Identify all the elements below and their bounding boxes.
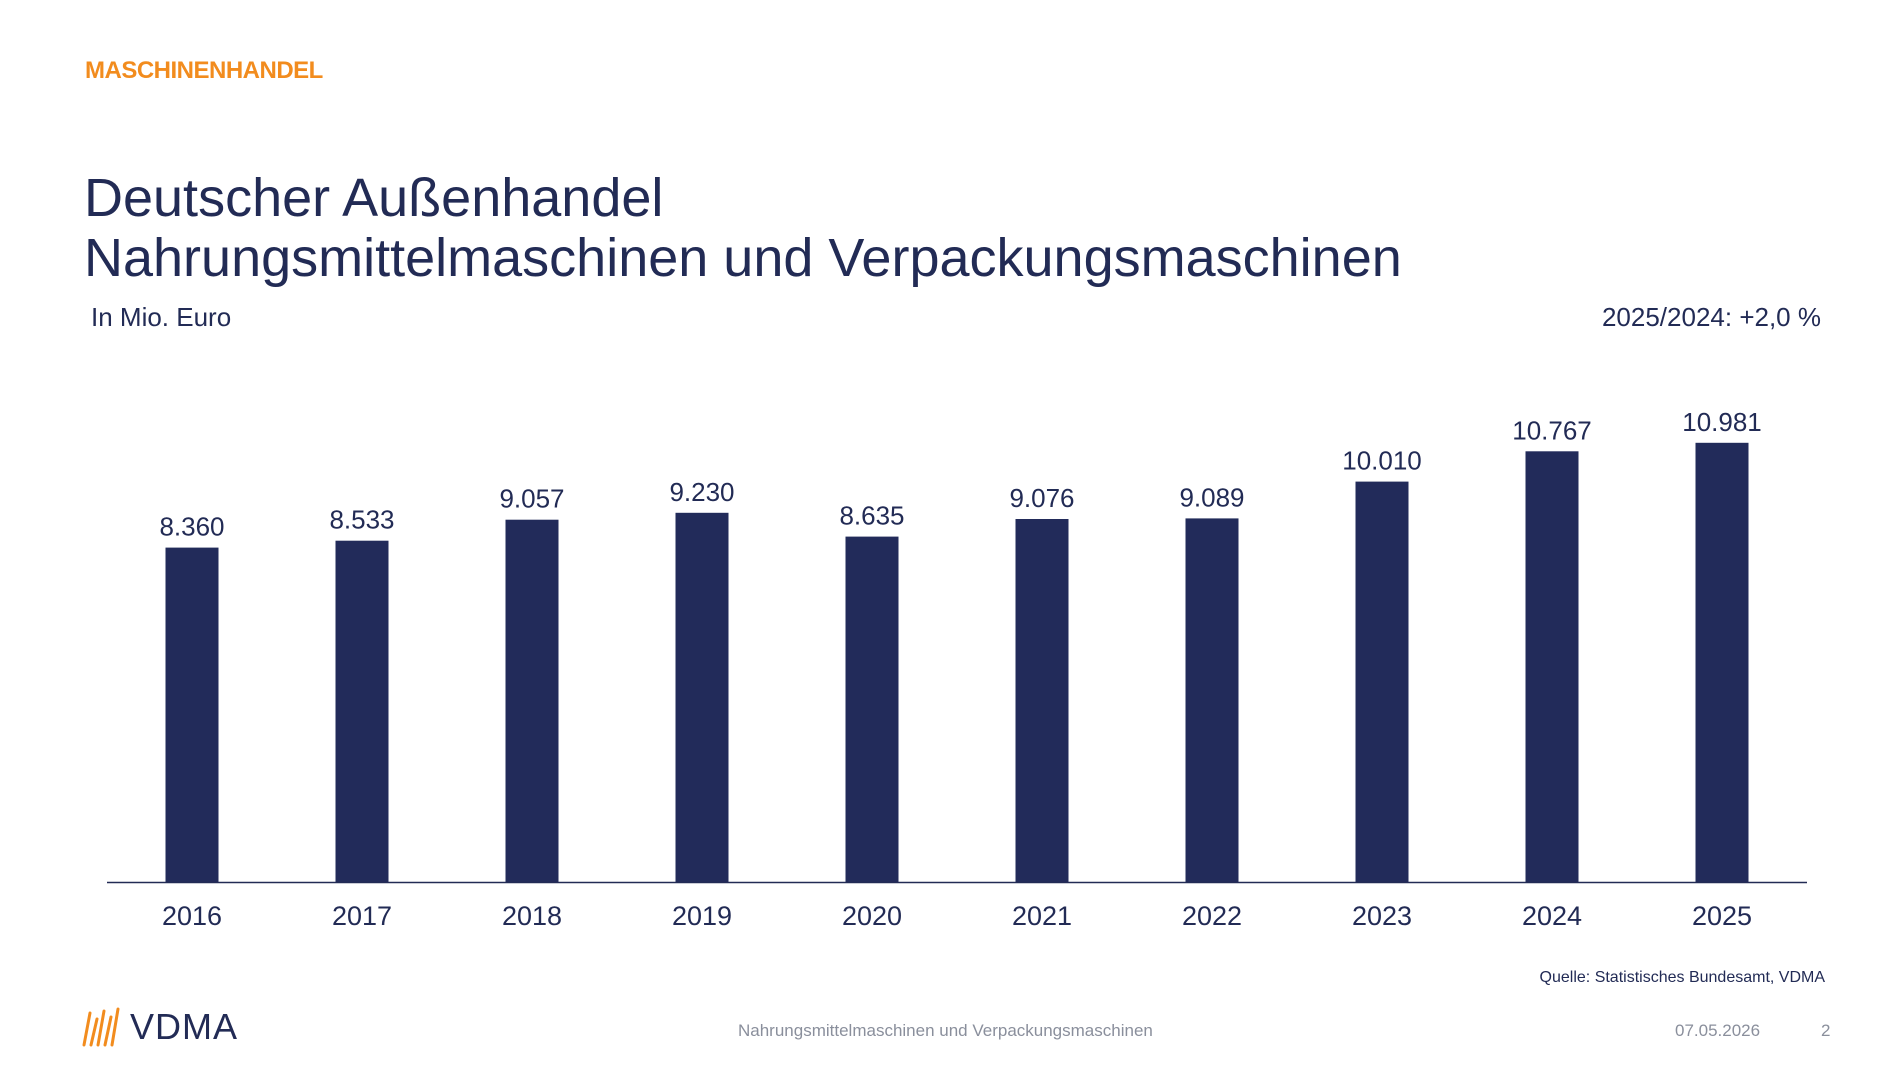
data-label-2022: 9.089 <box>1179 482 1244 512</box>
x-tick-label-2019: 2019 <box>672 901 732 931</box>
x-tick-label-2023: 2023 <box>1352 901 1412 931</box>
x-tick-label-2024: 2024 <box>1522 901 1582 931</box>
page-title: Deutscher Außenhandel Nahrungsmittelmasc… <box>84 168 1402 288</box>
page-number: 2 <box>1821 1021 1831 1040</box>
x-tick-label-2021: 2021 <box>1012 901 1072 931</box>
unit-label: In Mio. Euro <box>91 302 232 332</box>
x-tick-label-2016: 2016 <box>162 901 222 931</box>
x-tick-label-2017: 2017 <box>332 901 392 931</box>
data-label-2016: 8.360 <box>159 512 224 542</box>
source-note: Quelle: Statistisches Bundesamt, VDMA <box>1539 969 1825 986</box>
data-label-2018: 9.057 <box>499 484 564 514</box>
bar-2016 <box>165 547 219 882</box>
section-kicker: MASCHINENHANDEL <box>85 57 323 84</box>
title-line-2: Nahrungsmittelmaschinen und Verpackungsm… <box>84 228 1402 288</box>
footer-title: Nahrungsmittelmaschinen und Verpackungsm… <box>738 1021 1153 1040</box>
growth-label: 2025/2024: +2,0 % <box>1601 302 1821 332</box>
data-label-2024: 10.767 <box>1512 415 1592 445</box>
bar-2025 <box>1695 442 1749 882</box>
bar-2023 <box>1355 481 1409 882</box>
bar-2020 <box>845 536 899 882</box>
x-tick-label-2022: 2022 <box>1182 901 1242 931</box>
data-label-2019: 9.230 <box>669 477 734 507</box>
footer-date: 07.05.2026 <box>1675 1021 1761 1040</box>
x-tick-label-2025: 2025 <box>1692 901 1752 931</box>
data-label-2023: 10.010 <box>1342 446 1422 476</box>
vdma-logo: VDMA <box>82 1006 238 1048</box>
bar-2018 <box>505 519 559 882</box>
bar-2022 <box>1185 518 1239 882</box>
x-tick-label-2020: 2020 <box>842 901 902 931</box>
title-line-1: Deutscher Außenhandel <box>84 168 664 228</box>
vdma-logo-mark-icon <box>82 1007 120 1047</box>
data-label-2017: 8.533 <box>329 505 394 535</box>
bar-2019 <box>675 512 729 882</box>
data-label-2020: 8.635 <box>839 501 904 531</box>
bar-2021 <box>1015 519 1069 882</box>
bar-2017 <box>335 540 389 882</box>
x-tick-label-2018: 2018 <box>502 901 562 931</box>
bar-2024 <box>1525 451 1579 882</box>
data-label-2025: 10.981 <box>1682 407 1762 437</box>
data-label-2021: 9.076 <box>1009 483 1074 513</box>
logo-text: VDMA <box>130 1006 239 1047</box>
